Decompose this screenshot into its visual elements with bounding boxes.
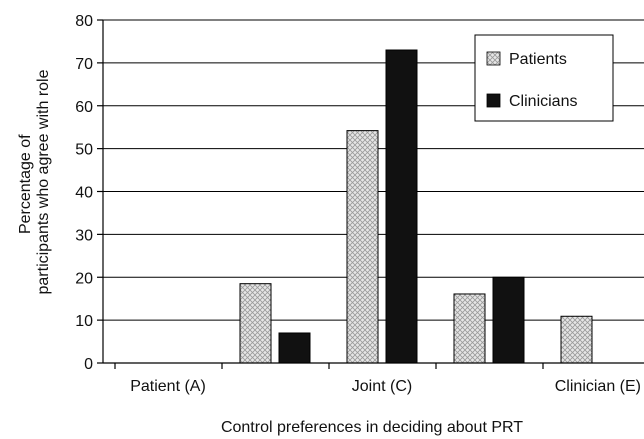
- x-tick-label-2: Joint (C): [352, 378, 412, 395]
- bar-patients-4: [560, 315, 593, 364]
- y-axis-title-line-2: participants who agree with role: [35, 69, 52, 294]
- x-tick-label-0: Patient (A): [130, 378, 206, 395]
- legend-swatch-patients: [486, 51, 501, 66]
- bar-clinicians-2: [385, 49, 418, 364]
- y-axis-title-line-1: Percentage of: [17, 134, 34, 234]
- y-tick-label-0: 0: [84, 356, 93, 373]
- x-tick-label-4: Clinician (E): [555, 378, 641, 395]
- legend-swatch-clinicians: [486, 93, 501, 108]
- y-tick-label-60: 60: [75, 99, 93, 116]
- bar-patients-1: [239, 283, 272, 364]
- bar-clinicians-3: [492, 276, 525, 364]
- y-tick-label-10: 10: [75, 313, 93, 330]
- y-tick-label-20: 20: [75, 270, 93, 287]
- y-tick-label-50: 50: [75, 142, 93, 159]
- y-axis-title: Percentage of participants who agree wit…: [17, 69, 52, 294]
- y-tick-label-70: 70: [75, 56, 93, 73]
- y-ticks: 0 10 20 30 40 50 60 70 80: [75, 13, 103, 373]
- bar-clinicians-1: [278, 332, 311, 364]
- x-tick-labels: Patient (A) Joint (C) Clinician (E): [114, 363, 641, 395]
- y-tick-label-80: 80: [75, 13, 93, 30]
- bars: [239, 49, 593, 364]
- x-axis-title: Control preferences in deciding about PR…: [221, 419, 523, 436]
- legend-label-patients: Patients: [509, 51, 567, 68]
- bar-patients-2: [346, 130, 379, 364]
- legend: Patients Clinicians: [474, 34, 614, 122]
- bar-patients-3: [453, 293, 486, 364]
- legend-label-clinicians: Clinicians: [509, 93, 577, 110]
- y-tick-label-30: 30: [75, 227, 93, 244]
- y-tick-label-40: 40: [75, 185, 93, 202]
